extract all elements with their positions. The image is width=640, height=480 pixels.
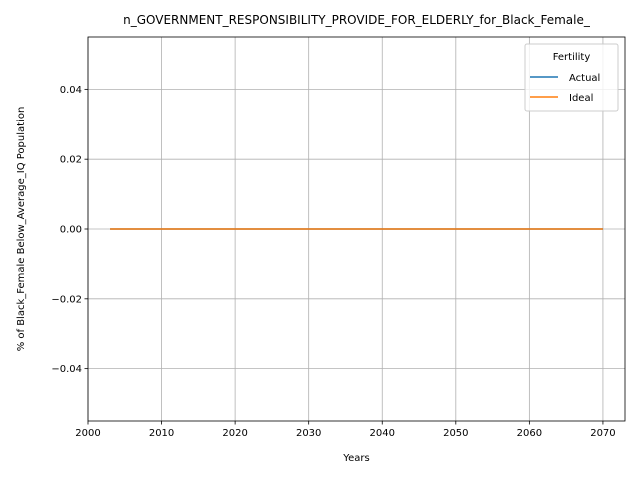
x-tick-label: 2040 bbox=[370, 428, 395, 439]
chart-title: n_GOVERNMENT_RESPONSIBILITY_PROVIDE_FOR_… bbox=[123, 13, 591, 27]
x-tick-label: 2020 bbox=[222, 428, 247, 439]
legend-box bbox=[524, 43, 619, 112]
y-tick-label: 0.02 bbox=[60, 155, 82, 166]
x-axis-label: Years bbox=[342, 453, 369, 464]
x-axis-ticks: 2000 2010 2020 2030 2040 2050 2060 2070 bbox=[75, 421, 616, 439]
legend-title: Fertility bbox=[553, 52, 591, 63]
x-tick-label: 2000 bbox=[75, 428, 100, 439]
x-tick-label: 2050 bbox=[443, 428, 468, 439]
y-tick-label: 0.04 bbox=[60, 85, 82, 96]
x-tick-label: 2060 bbox=[517, 428, 542, 439]
y-tick-label: 0.00 bbox=[60, 225, 82, 236]
legend-label-actual: Actual bbox=[569, 73, 600, 84]
x-tick-label: 2030 bbox=[296, 428, 321, 439]
legend: Fertility Actual Ideal bbox=[524, 43, 619, 112]
y-tick-label: −0.02 bbox=[51, 294, 82, 305]
legend-entries: Actual Ideal bbox=[530, 73, 600, 104]
y-axis-ticks: −0.04 −0.02 0.00 0.02 0.04 bbox=[51, 85, 88, 375]
y-axis-label: % of Black_Female Below_Average_IQ Popul… bbox=[16, 107, 27, 352]
x-tick-label: 2070 bbox=[590, 428, 615, 439]
y-tick-label: −0.04 bbox=[51, 364, 82, 375]
x-tick-label: 2010 bbox=[149, 428, 174, 439]
legend-label-ideal: Ideal bbox=[569, 93, 593, 104]
